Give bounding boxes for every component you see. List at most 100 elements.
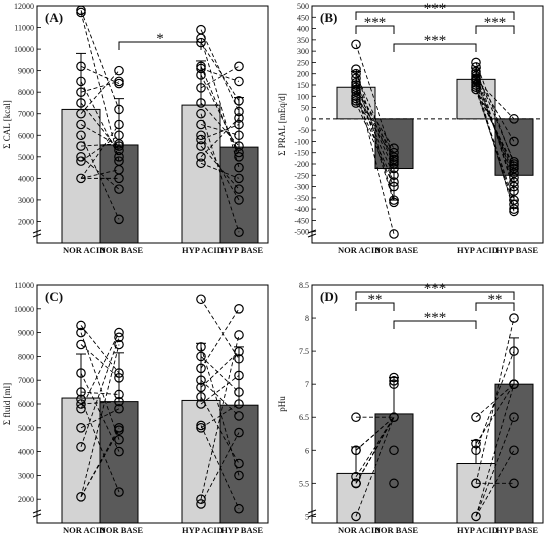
- data-point: [196, 420, 206, 431]
- paired-connection: [80, 344, 120, 379]
- y-tick-label: 250: [297, 58, 309, 67]
- paired-connection: [475, 89, 515, 167]
- data-point: [196, 158, 206, 169]
- paired-connection: [80, 325, 120, 374]
- y-tick-label: -500: [294, 228, 309, 237]
- paired-connection: [200, 65, 240, 89]
- y-tick-label: -350: [294, 194, 309, 203]
- y-tick-label: 350: [297, 36, 309, 45]
- data-point: [114, 119, 124, 130]
- data-point: [76, 130, 86, 141]
- y-tick-label: 8.5: [299, 281, 309, 290]
- data-point: [76, 403, 86, 414]
- data-point: [196, 392, 206, 402]
- paired-connection: [355, 87, 395, 169]
- panel-c: 2000 3000 4000 5000 6000 7000 8000 9000 10000 110…: [2, 281, 269, 535]
- data-point: [234, 303, 244, 314]
- bar-nor-acid: [61, 397, 101, 524]
- data-point: [114, 78, 124, 89]
- y-tick-label: 6000: [18, 131, 34, 140]
- paired-connection: [200, 346, 240, 476]
- bar-nor-base: [374, 413, 414, 524]
- data-point: [76, 61, 86, 72]
- data-point: [351, 471, 361, 482]
- data-point: [471, 511, 481, 522]
- data-point: [351, 86, 361, 97]
- y-tick-label: 2000: [18, 495, 34, 504]
- paired-connection: [355, 73, 395, 162]
- plot-frame: [311, 284, 544, 524]
- y-tick-label: 3000: [18, 196, 34, 205]
- paired-connection: [80, 10, 120, 110]
- data-point: [509, 313, 519, 323]
- bar-nor-acid: [61, 108, 101, 244]
- paired-connection: [475, 84, 515, 174]
- y-tick-label: 500: [297, 2, 309, 11]
- data-point: [76, 327, 86, 338]
- data-point: [76, 173, 86, 184]
- data-point: [114, 104, 124, 115]
- paired-connection: [200, 145, 240, 190]
- data-point: [76, 156, 86, 166]
- data-point: [196, 119, 206, 130]
- data-point: [509, 346, 519, 356]
- data-point: [509, 168, 519, 178]
- paired-connection: [200, 334, 240, 500]
- y-tick-label: 150: [297, 81, 309, 90]
- data-point: [196, 351, 206, 362]
- y-tick-label: 6.5: [299, 413, 309, 422]
- y-tick-label: -200: [294, 160, 309, 169]
- significance-label: ***: [424, 310, 447, 326]
- data-point: [196, 375, 206, 385]
- y-tick-label: 3000: [18, 471, 34, 480]
- paired-connection: [355, 89, 395, 149]
- data-point: [234, 119, 244, 130]
- paired-connection: [475, 87, 515, 210]
- y-tick-label: 9000: [18, 67, 34, 76]
- category-label: NOR ACID: [338, 525, 380, 535]
- category-label: HYP ACID: [182, 525, 223, 535]
- data-point: [509, 478, 519, 489]
- data-point: [509, 199, 519, 210]
- y-tick-label: 9000: [18, 329, 34, 338]
- panel-label: (D): [320, 289, 338, 304]
- paired-connection: [200, 74, 240, 153]
- data-point: [196, 382, 206, 393]
- paired-connection: [200, 375, 240, 405]
- paired-connection: [355, 96, 395, 153]
- paired-connection: [200, 432, 240, 505]
- y-tick-label: 5000: [18, 153, 34, 162]
- paired-connection: [475, 383, 515, 418]
- paired-connection: [80, 124, 120, 179]
- data-point: [234, 370, 244, 381]
- data-point: [196, 342, 206, 352]
- bar-hyp-base: [219, 404, 259, 524]
- data-point: [389, 143, 399, 153]
- data-point: [114, 487, 124, 497]
- data-point: [76, 76, 86, 87]
- paired-connection: [355, 69, 395, 201]
- bar-nor-acid: [336, 472, 376, 524]
- axis-break-mark: [307, 509, 317, 518]
- paired-connection: [355, 416, 395, 451]
- data-point: [351, 478, 361, 489]
- panel-label: (C): [45, 289, 63, 304]
- bar-hyp-acid: [456, 463, 496, 524]
- data-point: [196, 494, 206, 504]
- y-tick-label: 7000: [18, 110, 34, 119]
- axis-break-mark: [32, 509, 42, 518]
- data-point: [389, 379, 399, 389]
- paired-connection: [200, 162, 240, 179]
- data-point: [76, 98, 86, 108]
- data-point: [234, 96, 244, 106]
- data-point: [509, 186, 519, 196]
- data-point: [114, 368, 124, 378]
- data-point: [114, 396, 124, 407]
- data-point: [114, 434, 124, 445]
- paired-connection: [355, 78, 395, 203]
- axis-break-mark: [32, 229, 42, 238]
- paired-connection: [355, 416, 395, 477]
- paired-connection: [355, 82, 395, 165]
- category-label: NOR BASE: [100, 525, 144, 535]
